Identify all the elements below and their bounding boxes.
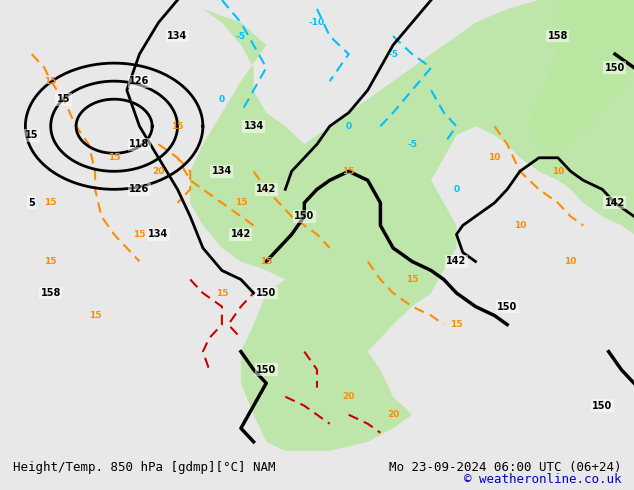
Text: Height/Temp. 850 hPa [gdmp][°C] NAM: Height/Temp. 850 hPa [gdmp][°C] NAM <box>13 462 275 474</box>
Text: -5: -5 <box>388 49 398 59</box>
Text: 150: 150 <box>294 211 314 221</box>
Text: 150: 150 <box>497 301 517 312</box>
Text: 134: 134 <box>243 121 264 131</box>
Text: 126: 126 <box>129 184 150 195</box>
Text: -10: -10 <box>309 18 325 27</box>
Text: 142: 142 <box>256 184 276 195</box>
Text: 134: 134 <box>167 31 188 41</box>
Text: © weatheronline.co.uk: © weatheronline.co.uk <box>464 472 621 486</box>
Text: 158: 158 <box>41 288 61 298</box>
Text: 10: 10 <box>488 153 501 162</box>
Text: -5: -5 <box>407 140 417 149</box>
Text: 15: 15 <box>406 275 418 284</box>
Text: 0: 0 <box>346 122 352 131</box>
Text: 5: 5 <box>29 198 35 208</box>
Text: 15: 15 <box>133 230 146 239</box>
Text: 15: 15 <box>342 167 355 176</box>
Text: 15: 15 <box>216 289 228 297</box>
Text: Mo 23-09-2024 06:00 UTC (06+24): Mo 23-09-2024 06:00 UTC (06+24) <box>389 462 621 474</box>
Text: 15: 15 <box>108 153 120 162</box>
Text: 150: 150 <box>605 63 625 73</box>
Text: 20: 20 <box>152 167 165 176</box>
Text: 20: 20 <box>387 410 399 419</box>
Text: 15: 15 <box>25 130 39 140</box>
Text: 15: 15 <box>56 94 70 104</box>
Polygon shape <box>526 0 634 158</box>
Text: 142: 142 <box>605 198 625 208</box>
Text: 15: 15 <box>450 320 463 329</box>
Text: 15: 15 <box>44 76 57 86</box>
Text: 10: 10 <box>552 167 564 176</box>
Text: 150: 150 <box>256 288 276 298</box>
Text: 142: 142 <box>231 229 251 240</box>
Text: 15: 15 <box>260 257 273 266</box>
Text: 150: 150 <box>256 365 276 375</box>
Text: 126: 126 <box>129 76 150 86</box>
Text: -5: -5 <box>236 31 246 41</box>
Text: 118: 118 <box>129 139 150 149</box>
Text: 0: 0 <box>453 185 460 194</box>
Text: 10: 10 <box>564 257 577 266</box>
Text: 20: 20 <box>342 392 355 401</box>
Text: 15: 15 <box>44 257 57 266</box>
Text: 15: 15 <box>171 122 184 131</box>
Text: 15: 15 <box>89 311 101 320</box>
Text: 142: 142 <box>446 256 467 267</box>
Text: 10: 10 <box>514 221 526 230</box>
Text: 0: 0 <box>219 95 225 104</box>
Text: 15: 15 <box>235 198 247 207</box>
Text: 134: 134 <box>148 229 169 240</box>
Text: 134: 134 <box>212 166 232 176</box>
Text: 158: 158 <box>548 31 568 41</box>
Text: 15: 15 <box>44 198 57 207</box>
Polygon shape <box>178 0 634 451</box>
Text: 150: 150 <box>592 401 612 411</box>
